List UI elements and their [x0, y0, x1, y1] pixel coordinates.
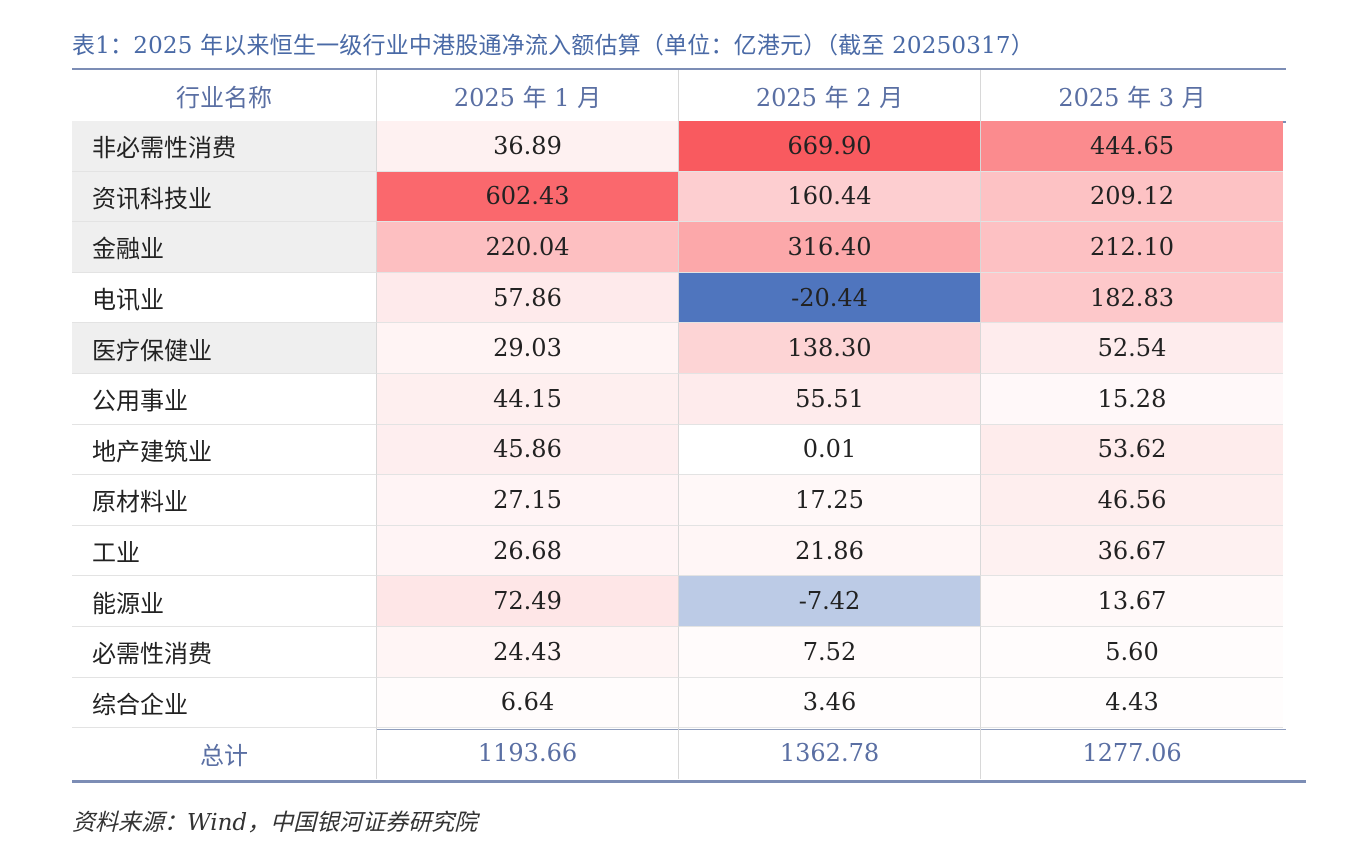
- industry-name-cell: 金融业: [72, 222, 377, 273]
- value-cell-mar: 212.10: [981, 222, 1283, 273]
- value-cell-jan: 27.15: [377, 475, 679, 526]
- value-cell-feb: 21.86: [679, 525, 981, 577]
- value-cell-feb: 316.40: [679, 222, 981, 273]
- value-cell-jan: 602.43: [377, 171, 679, 223]
- value-cell-mar: 46.56: [981, 475, 1283, 526]
- table-row: 原材料业 27.15 17.25 46.56: [72, 475, 1283, 526]
- table-total-row: 总计 1193.66 1362.78 1277.06: [72, 728, 1283, 779]
- value-cell-feb: 0.01: [679, 424, 981, 476]
- table-header-row: 行业名称 2025 年 1 月 2025 年 2 月 2025 年 3 月: [72, 70, 1283, 121]
- value-cell-jan: 44.15: [377, 373, 679, 425]
- value-cell-feb: 55.51: [679, 373, 981, 425]
- value-cell-feb: 669.90: [679, 121, 981, 172]
- value-cell-mar: 15.28: [981, 373, 1283, 425]
- table-row: 非必需性消费 36.89 669.90 444.65: [72, 121, 1283, 172]
- header-cell-jan: 2025 年 1 月: [377, 70, 679, 121]
- industry-name-cell: 电讯业: [72, 272, 377, 324]
- value-cell-jan: 24.43: [377, 626, 679, 678]
- industry-name-cell: 医疗保健业: [72, 323, 377, 374]
- value-cell-jan: 6.64: [377, 677, 679, 729]
- table-row: 工业 26.68 21.86 36.67: [72, 525, 1283, 577]
- table-row: 地产建筑业 45.86 0.01 53.62: [72, 424, 1283, 476]
- industry-name-cell: 地产建筑业: [72, 424, 377, 476]
- value-cell-mar: 13.67: [981, 576, 1283, 627]
- table-body: 非必需性消费 36.89 669.90 444.65 资讯科技业 602.43 160.44…: [72, 121, 1283, 729]
- value-cell-mar: 53.62: [981, 424, 1283, 476]
- value-cell-feb: 160.44: [679, 171, 981, 223]
- table-row: 公用事业 44.15 55.51 15.28: [72, 373, 1283, 425]
- total-label: 总计: [72, 728, 377, 779]
- industry-name-cell: 必需性消费: [72, 626, 377, 678]
- industry-name-cell: 公用事业: [72, 373, 377, 425]
- value-cell-jan: 29.03: [377, 323, 679, 374]
- value-cell-mar: 444.65: [981, 121, 1283, 172]
- value-cell-mar: 182.83: [981, 272, 1283, 324]
- table-row: 资讯科技业 602.43 160.44 209.12: [72, 171, 1283, 223]
- value-cell-mar: 52.54: [981, 323, 1283, 374]
- inflow-table: 行业名称 2025 年 1 月 2025 年 2 月 2025 年 3 月 非必…: [72, 70, 1283, 779]
- source-note: 资料来源：Wind，中国银河证券研究院: [72, 810, 478, 836]
- value-cell-feb: 17.25: [679, 475, 981, 526]
- value-cell-feb: -20.44: [679, 272, 981, 324]
- bottom-rule: [72, 780, 1306, 783]
- table-row: 电讯业 57.86 -20.44 182.83: [72, 272, 1283, 324]
- industry-name-cell: 综合企业: [72, 677, 377, 729]
- industry-name-cell: 能源业: [72, 576, 377, 627]
- total-cell-jan: 1193.66: [377, 728, 679, 779]
- value-cell-jan: 57.86: [377, 272, 679, 324]
- table-row: 医疗保健业 29.03 138.30 52.54: [72, 323, 1283, 374]
- header-cell-mar: 2025 年 3 月: [1058, 84, 1206, 112]
- total-cell-feb: 1362.78: [679, 728, 981, 779]
- value-cell-jan: 72.49: [377, 576, 679, 627]
- total-rule: [72, 729, 1286, 730]
- value-cell-feb: 3.46: [679, 677, 981, 729]
- industry-name-cell: 工业: [72, 525, 377, 577]
- value-cell-mar: 5.60: [981, 626, 1283, 678]
- value-cell-feb: 138.30: [679, 323, 981, 374]
- table-row: 金融业 220.04 316.40 212.10: [72, 222, 1283, 273]
- header-cell-feb: 2025 年 2 月: [679, 70, 981, 121]
- industry-name-cell: 原材料业: [72, 475, 377, 526]
- value-cell-feb: -7.42: [679, 576, 981, 627]
- top-rule: [72, 68, 1286, 70]
- industry-name-cell: 非必需性消费: [72, 121, 377, 172]
- total-cell-mar: 1277.06: [1082, 739, 1182, 768]
- table-title: 表1：2025 年以来恒生一级行业中港股通净流入额估算（单位：亿港元）（截至 2…: [72, 33, 1034, 59]
- header-cell-industry: 行业名称: [72, 70, 377, 121]
- value-cell-mar: 36.67: [981, 525, 1283, 577]
- table-row: 必需性消费 24.43 7.52 5.60: [72, 626, 1283, 678]
- value-cell-jan: 45.86: [377, 424, 679, 476]
- value-cell-mar: 4.43: [981, 677, 1283, 729]
- value-cell-jan: 220.04: [377, 222, 679, 273]
- value-cell-feb: 7.52: [679, 626, 981, 678]
- value-cell-jan: 26.68: [377, 525, 679, 577]
- table-row: 能源业 72.49 -7.42 13.67: [72, 576, 1283, 627]
- industry-name-cell: 资讯科技业: [72, 171, 377, 223]
- value-cell-mar: 209.12: [981, 171, 1283, 223]
- value-cell-jan: 36.89: [377, 121, 679, 172]
- table-row: 综合企业 6.64 3.46 4.43: [72, 677, 1283, 729]
